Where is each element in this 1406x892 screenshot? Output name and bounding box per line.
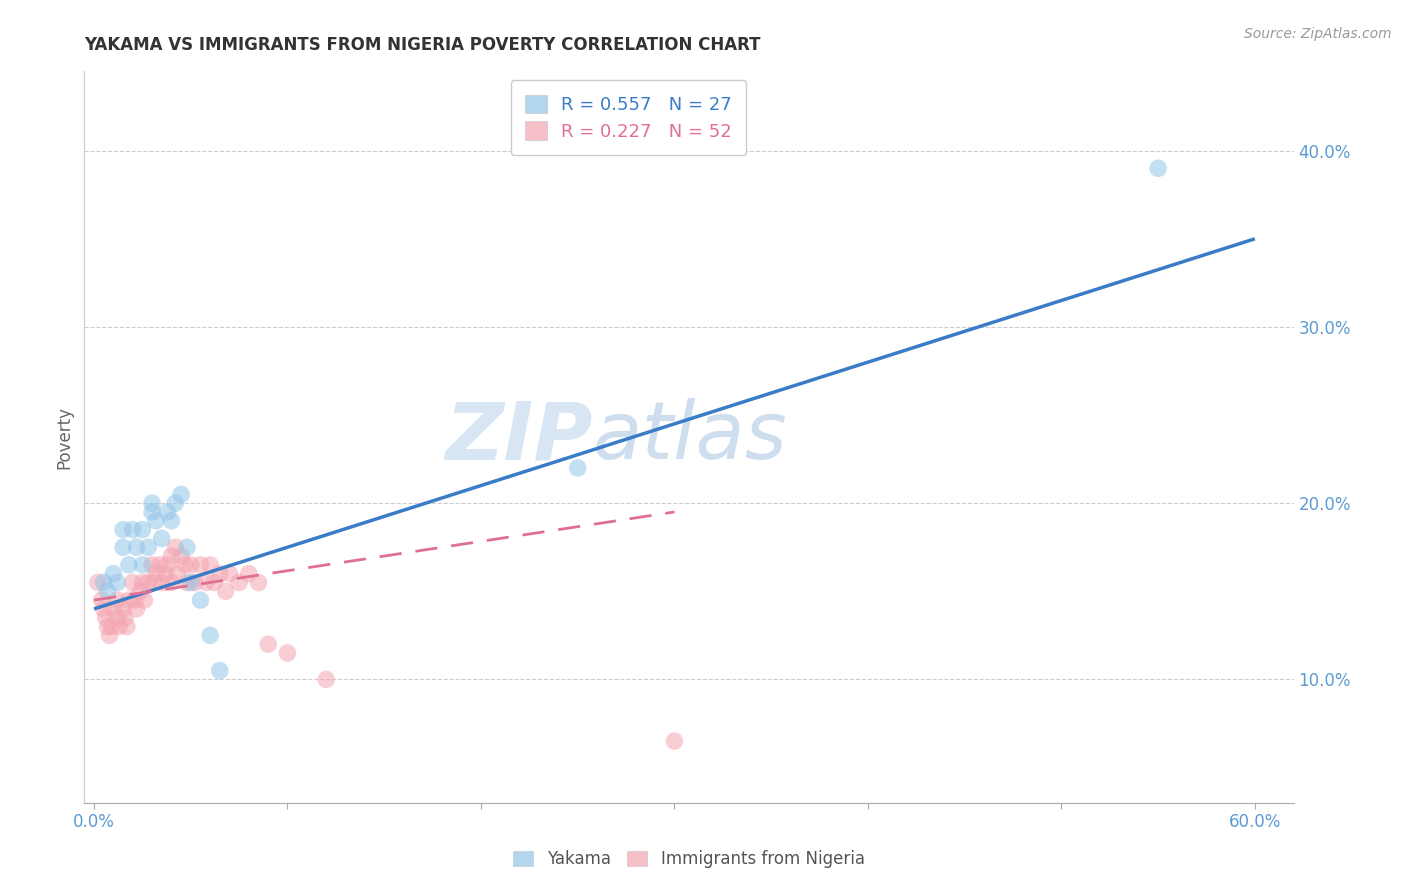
Point [150,575,173,590]
Point [1147,161,1170,176]
Point [170,549,193,563]
Point [112,540,135,554]
Point [218,566,240,581]
Point [180,558,202,572]
Point [134,593,156,607]
Point [124,593,146,607]
Point [155,566,177,581]
Point [257,637,280,651]
Point [208,566,231,581]
Point [238,566,260,581]
Point [195,575,218,590]
Point [131,575,153,590]
Point [247,575,270,590]
Point [105,611,128,625]
Point [103,566,125,581]
Point [145,514,167,528]
Legend: Yakama, Immigrants from Nigeria: Yakama, Immigrants from Nigeria [506,844,872,875]
Point [149,558,172,572]
Point [315,673,337,687]
Point [131,558,153,572]
Point [165,540,187,554]
Point [118,593,141,607]
Point [105,575,128,590]
Point [664,734,686,748]
Point [94,611,117,625]
Point [160,575,183,590]
Point [97,619,120,633]
Point [87,575,110,590]
Point [170,487,193,501]
Point [160,514,183,528]
Point [145,566,167,581]
Point [174,558,197,572]
Point [105,593,128,607]
Point [567,461,589,475]
Point [150,532,173,546]
Point [165,496,187,510]
Y-axis label: Poverty: Poverty [55,406,73,468]
Point [160,549,183,563]
Point [156,558,179,572]
Point [98,628,121,642]
Point [97,584,120,599]
Point [183,575,205,590]
Point [166,566,188,581]
Point [202,575,225,590]
Point [136,540,159,554]
Point [108,619,131,633]
Point [180,575,202,590]
Point [190,558,212,572]
Point [125,540,148,554]
Point [141,505,163,519]
Text: atlas: atlas [592,398,787,476]
Point [100,619,122,633]
Point [176,540,198,554]
Point [208,664,231,678]
Point [276,646,298,660]
Point [103,602,125,616]
Point [156,505,179,519]
Point [143,575,166,590]
Text: YAKAMA VS IMMIGRANTS FROM NIGERIA POVERTY CORRELATION CHART: YAKAMA VS IMMIGRANTS FROM NIGERIA POVERT… [84,36,761,54]
Point [198,628,221,642]
Point [129,584,152,599]
Point [190,593,212,607]
Point [141,496,163,510]
Point [93,602,115,616]
Point [121,523,143,537]
Point [141,558,163,572]
Point [114,611,136,625]
Text: ZIP: ZIP [444,398,592,476]
Point [112,602,135,616]
Point [121,575,143,590]
Point [93,575,115,590]
Point [214,584,236,599]
Point [176,575,198,590]
Point [115,619,138,633]
Point [90,593,112,607]
Point [118,558,141,572]
Point [125,602,148,616]
Text: Source: ZipAtlas.com: Source: ZipAtlas.com [1244,27,1392,41]
Legend: R = 0.557   N = 27, R = 0.227   N = 52: R = 0.557 N = 27, R = 0.227 N = 52 [510,80,747,155]
Point [198,558,221,572]
Point [228,575,250,590]
Point [131,523,153,537]
Point [112,523,135,537]
Point [136,575,159,590]
